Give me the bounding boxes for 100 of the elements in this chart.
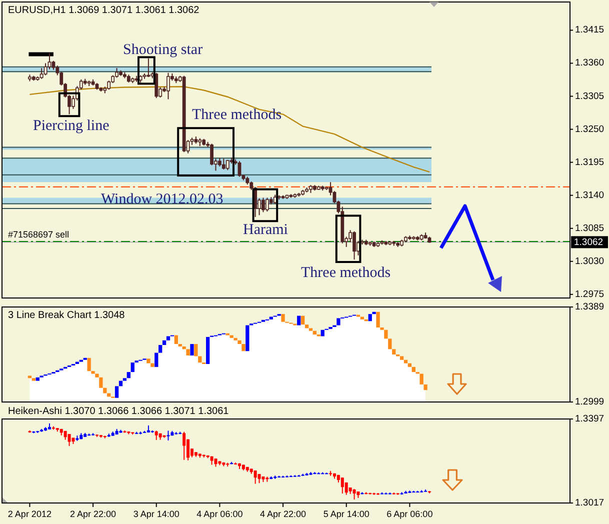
bar <box>336 318 340 326</box>
candlestick <box>344 482 348 496</box>
bar <box>150 363 154 367</box>
x-tick-label: 4 Apr 22:00 <box>260 509 306 519</box>
bar <box>146 358 150 364</box>
bar <box>384 330 388 339</box>
y-tick-label: 1.3305 <box>575 90 604 102</box>
bar <box>380 327 384 330</box>
bar <box>388 338 392 350</box>
chart-title: 3 Line Break Chart 1.3048 <box>8 310 126 321</box>
ref-line-label: #71568697 sell <box>8 230 70 240</box>
candlestick <box>352 488 356 500</box>
bar <box>198 356 202 363</box>
chart-title: EURUSD,H1 1.3069 1.3071 1.3061 1.3062 <box>8 5 200 16</box>
bar <box>103 388 107 394</box>
bar <box>404 360 408 364</box>
x-tick-label: 3 Apr 14:00 <box>133 509 180 519</box>
y-tick-label: 1.3017 <box>575 498 604 508</box>
bar <box>312 330 317 335</box>
candlestick <box>266 197 269 212</box>
y-tick-label: 1.3397 <box>575 414 604 424</box>
bar <box>95 374 99 378</box>
bar <box>194 344 198 356</box>
bar <box>126 372 130 378</box>
bar <box>114 386 119 398</box>
candlestick <box>262 197 265 213</box>
bar <box>238 340 242 344</box>
candlestick <box>352 230 356 260</box>
bar <box>281 314 285 322</box>
y-tick-label: 1.3389 <box>575 302 604 312</box>
bar <box>158 345 162 353</box>
bar <box>186 349 190 356</box>
bar <box>301 316 305 325</box>
bar <box>412 366 416 372</box>
bar <box>269 316 273 320</box>
candlestick <box>222 158 226 170</box>
candlestick <box>166 430 170 441</box>
bar <box>400 356 404 360</box>
bar <box>87 358 91 372</box>
annotation: Three methods <box>301 265 391 281</box>
candlestick <box>52 60 56 70</box>
bar <box>91 371 95 374</box>
candlestick <box>68 434 71 446</box>
bar <box>118 380 123 386</box>
bar <box>166 336 170 340</box>
bar <box>246 325 250 352</box>
bar <box>174 335 178 344</box>
y-tick-label: 1.3360 <box>575 58 604 69</box>
y-tick-label: 1.3085 <box>575 222 604 234</box>
annotation: Shooting star <box>123 42 203 58</box>
bar <box>376 312 380 328</box>
bar <box>130 362 134 372</box>
bar <box>424 384 428 390</box>
x-tick-label: 2 Apr 22:00 <box>70 509 116 519</box>
bar <box>99 377 103 388</box>
bar <box>122 378 127 381</box>
candlestick <box>254 470 257 484</box>
bar <box>320 330 324 336</box>
y-tick-label: 1.3195 <box>575 156 604 168</box>
bar <box>297 316 301 326</box>
bar <box>230 335 234 338</box>
bar <box>182 346 186 350</box>
bar <box>304 324 309 328</box>
candlestick <box>238 160 242 178</box>
bar <box>154 352 158 367</box>
bar <box>190 344 194 356</box>
x-tick-label: 4 Apr 06:00 <box>196 509 243 519</box>
y-tick-label: 1.3250 <box>575 124 604 135</box>
y-tick-label: 1.2999 <box>575 396 604 408</box>
y-tick-label: 1.3030 <box>575 256 604 267</box>
bar <box>234 338 238 340</box>
annotation: Piercing line <box>33 118 110 134</box>
y-tick-label: 1.2975 <box>575 288 604 300</box>
line-series <box>29 86 430 173</box>
candlestick <box>166 72 170 100</box>
annotation: Three methods <box>192 107 282 123</box>
candlestick <box>107 80 111 90</box>
annotation: Harami <box>243 222 288 238</box>
bar <box>408 363 412 367</box>
bar <box>308 328 313 331</box>
bar <box>242 344 246 352</box>
y-tick-label: 1.3140 <box>575 190 604 201</box>
bar <box>36 377 40 381</box>
bar <box>28 376 32 378</box>
ref-line-label: 1.3062 <box>574 236 604 248</box>
bar <box>360 316 364 320</box>
y-tick-label: 1.3415 <box>575 24 604 36</box>
candlestick <box>44 62 48 76</box>
candlestick <box>154 72 158 99</box>
bar <box>392 349 396 354</box>
chart-title: Heiken-Ashi 1.3070 1.3066 1.3066 1.3071 1.3061 <box>8 406 230 417</box>
bar <box>32 378 36 381</box>
bar <box>420 374 424 384</box>
x-tick-label: 2 Apr 2012 <box>8 509 52 519</box>
candlestick <box>258 474 261 484</box>
x-tick-label: 5 Apr 14:00 <box>323 509 370 519</box>
bar <box>372 312 376 314</box>
x-tick-label: 6 Apr 06:00 <box>386 509 433 519</box>
bar <box>162 340 166 345</box>
bar <box>107 393 111 397</box>
